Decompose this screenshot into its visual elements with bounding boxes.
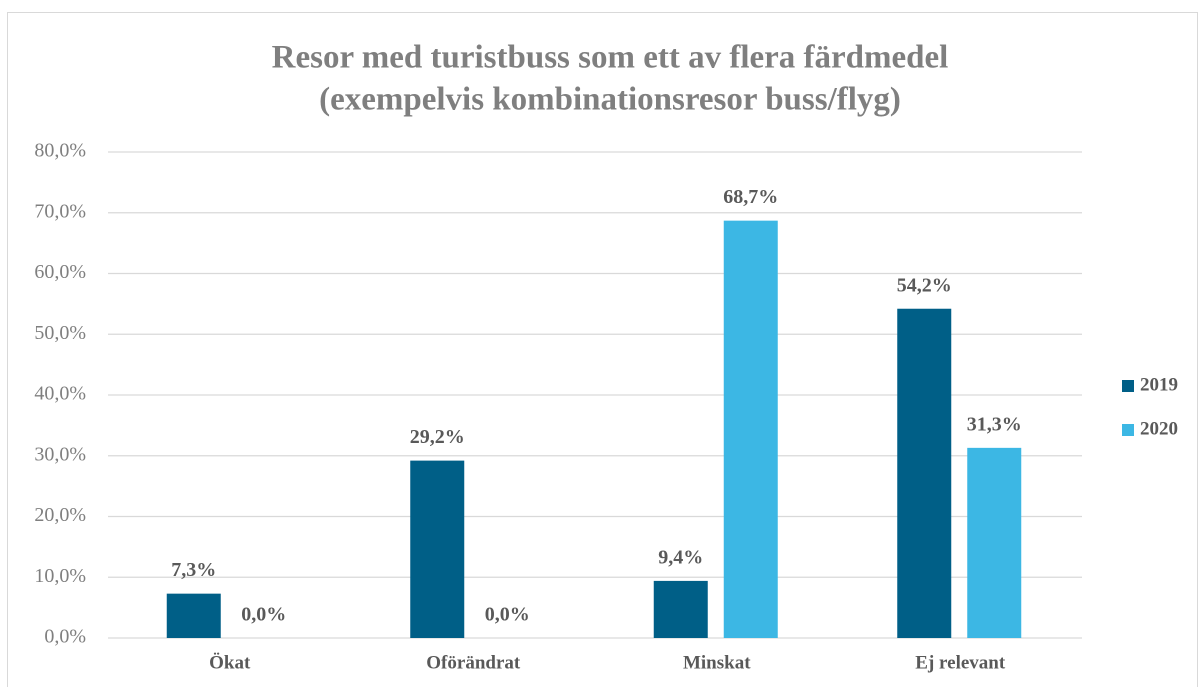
data-label: 0,0% bbox=[485, 604, 530, 626]
bar bbox=[723, 220, 778, 638]
bar bbox=[410, 460, 465, 638]
bar bbox=[653, 580, 708, 638]
y-tick-label: 20,0% bbox=[34, 504, 86, 526]
x-tick-label: Oförändrat bbox=[426, 652, 521, 673]
x-tick-label: Minskat bbox=[683, 652, 751, 673]
data-label: 54,2% bbox=[897, 274, 952, 296]
y-tick-label: 30,0% bbox=[34, 443, 86, 465]
chart-title: Resor med turistbuss som ett av flera fä… bbox=[272, 40, 949, 76]
bar bbox=[897, 308, 952, 638]
y-tick-label: 60,0% bbox=[34, 261, 86, 283]
legend-label: 2020 bbox=[1140, 418, 1178, 439]
y-tick-label: 10,0% bbox=[34, 565, 86, 587]
x-tick-label: Ej relevant bbox=[915, 652, 1006, 673]
y-tick-label: 0,0% bbox=[44, 626, 86, 648]
chart-title: (exempelvis kombinationsresor buss/flyg) bbox=[319, 82, 901, 118]
data-label: 29,2% bbox=[410, 426, 465, 448]
data-label: 0,0% bbox=[241, 604, 286, 626]
y-tick-label: 50,0% bbox=[34, 322, 86, 344]
legend-label: 2019 bbox=[1140, 374, 1178, 395]
legend-swatch bbox=[1122, 424, 1134, 436]
legend-swatch bbox=[1122, 380, 1134, 392]
data-label: 68,7% bbox=[723, 186, 778, 208]
data-label: 31,3% bbox=[967, 413, 1022, 435]
y-tick-label: 80,0% bbox=[34, 140, 86, 162]
x-tick-label: Ökat bbox=[209, 652, 251, 673]
data-label: 9,4% bbox=[658, 546, 703, 568]
bar bbox=[166, 593, 221, 638]
data-label: 7,3% bbox=[171, 559, 216, 581]
y-tick-label: 40,0% bbox=[34, 383, 86, 405]
bar bbox=[967, 447, 1022, 638]
y-tick-label: 70,0% bbox=[34, 200, 86, 222]
